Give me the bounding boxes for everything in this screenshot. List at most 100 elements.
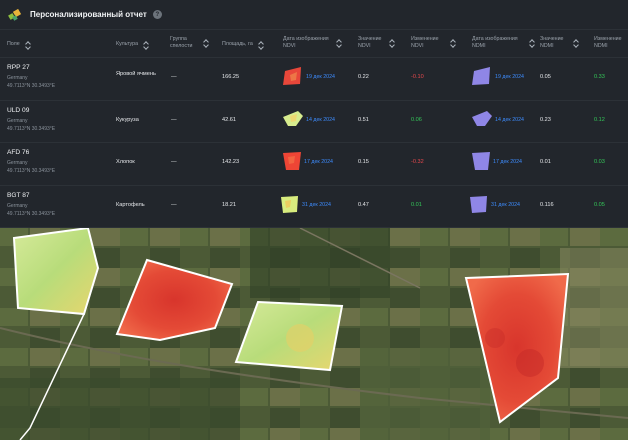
field-coords: 49.7113°N 30.3493°E [7, 210, 56, 217]
maturity-group: — [171, 74, 177, 80]
ndvi-change: 0.01 [411, 201, 422, 208]
ndvi-date-link[interactable]: 14 дек 2024 [306, 116, 335, 123]
sort-icon[interactable] [389, 38, 396, 48]
field-polygon-rpp27[interactable] [115, 258, 234, 342]
field-coords: 49.7113°N 30.3493°E [7, 168, 56, 174]
col-culture[interactable]: Культура [116, 41, 150, 50]
col-ndmi-change[interactable]: Изменение NDMI [594, 36, 628, 50]
page-title: Персонализированный отчет [30, 10, 147, 19]
field-polygon-left[interactable] [12, 228, 100, 316]
col-ndmi-change-label: Изменение NDMI [594, 36, 622, 49]
ndmi-value: 0.01 [540, 159, 551, 165]
col-ndvi-date[interactable]: Дата изображения NDVI [283, 36, 345, 50]
ndmi-date-link[interactable]: 19 дек 2024 [495, 74, 524, 80]
sort-icon[interactable] [573, 38, 580, 48]
ndvi-date-link[interactable]: 31 дек 2024 [302, 201, 331, 208]
maturity-group: — [171, 159, 177, 165]
table-row[interactable]: RPP 27 Germany 49.7113°N 30.3493°E Ярово… [0, 58, 628, 101]
app-logo-icon [8, 8, 22, 21]
col-ndvi-change-label: Изменение NDVI [411, 36, 439, 49]
col-ndvi-value-label: Значение NDVI [358, 36, 382, 49]
field-country: Germany [7, 160, 28, 166]
ndmi-thumbnail[interactable] [469, 194, 491, 214]
culture: Яровой ячмень [116, 71, 156, 77]
table-row[interactable]: AFD 76 Germany 49.7113°N 30.3493°E Хлопо… [0, 143, 628, 186]
sort-icon[interactable] [336, 38, 343, 48]
col-ndvi-date-label: Дата изображения NDVI [283, 36, 329, 49]
field-id: RPP 27 [7, 64, 30, 71]
ndvi-change: -0.32 [411, 159, 424, 165]
report-header: Персонализированный отчет ? [0, 0, 628, 30]
field-country: Germany [7, 202, 28, 209]
area: 166.25 [222, 74, 240, 80]
culture: Картофель [116, 201, 145, 208]
maturity-group: — [171, 201, 177, 208]
area: 18.21 [222, 201, 236, 208]
ndvi-thumbnail[interactable] [280, 194, 302, 214]
ndvi-thumbnail[interactable] [282, 66, 304, 86]
ndmi-value: 0.23 [540, 116, 551, 123]
area: 142.23 [222, 159, 240, 165]
col-ndmi-date[interactable]: Дата изображения NDMI [472, 36, 536, 50]
col-ndvi-value[interactable]: Значение NDVI [358, 36, 398, 50]
col-ndvi-change[interactable]: Изменение NDVI [411, 36, 459, 50]
area: 42.61 [222, 116, 236, 123]
col-group-label: Группа спелости [170, 36, 193, 49]
col-ndmi-value-label: Значение NDMI [540, 36, 564, 49]
sort-icon[interactable] [258, 40, 265, 50]
sort-icon[interactable] [25, 40, 32, 50]
col-area[interactable]: Площадь, га [222, 41, 265, 50]
col-ndmi-value[interactable]: Значение NDMI [540, 36, 582, 50]
sort-icon[interactable] [529, 38, 536, 48]
ndmi-change: 0.05 [594, 201, 605, 208]
culture: Хлопок [116, 159, 135, 165]
field-polygon-afd76[interactable] [464, 272, 570, 424]
map-canvas[interactable] [0, 228, 628, 440]
report-panel: Персонализированный отчет ? Поле Культур… [0, 0, 628, 228]
ndvi-value: 0.22 [358, 74, 369, 80]
maturity-group: — [171, 116, 177, 123]
ndmi-thumbnail[interactable] [471, 109, 493, 129]
ndvi-thumbnail[interactable] [282, 151, 304, 171]
ndmi-value: 0.116 [540, 201, 554, 208]
col-culture-label: Культура [116, 41, 139, 47]
field-coords: 49.7113°N 30.3493°E [7, 125, 56, 132]
field-country: Germany [7, 117, 28, 124]
help-icon[interactable]: ? [152, 10, 162, 19]
ndmi-date-link[interactable]: 31 дек 2024 [491, 201, 520, 208]
ndvi-change: -0.10 [411, 74, 424, 80]
field-coords: 49.7113°N 30.3493°E [7, 83, 56, 89]
ndvi-change: 0.06 [411, 116, 422, 123]
ndvi-thumbnail[interactable] [282, 109, 304, 129]
ndvi-value: 0.51 [358, 116, 369, 123]
field-id: BGT 87 [7, 191, 30, 199]
ndvi-value: 0.15 [358, 159, 369, 165]
ndmi-date-link[interactable]: 14 дек 2024 [495, 116, 524, 123]
table-row[interactable]: BGT 87 Germany 49.7113°N 30.3493°E Карто… [0, 186, 628, 228]
ndmi-date-link[interactable]: 17 дек 2024 [493, 159, 522, 165]
sort-icon[interactable] [203, 38, 210, 48]
ndmi-thumbnail[interactable] [471, 66, 493, 86]
sort-icon[interactable] [450, 38, 457, 48]
col-group[interactable]: Группа спелости [170, 36, 210, 50]
field-country: Germany [7, 75, 28, 81]
sort-icon[interactable] [143, 40, 150, 50]
ndmi-value: 0.05 [540, 74, 551, 80]
table-row[interactable]: ULD 09 Germany 49.7113°N 30.3493°E Кукур… [0, 101, 628, 143]
culture: Кукуруза [116, 116, 139, 123]
ndmi-thumbnail[interactable] [471, 151, 493, 171]
ndvi-date-link[interactable]: 17 дек 2024 [304, 159, 333, 165]
field-id: ULD 09 [7, 106, 30, 114]
ndvi-date-link[interactable]: 19 дек 2024 [306, 74, 335, 80]
ndmi-change: 0.33 [594, 74, 605, 80]
ndmi-change: 0.03 [594, 159, 605, 165]
col-field-label: Поле [7, 41, 20, 47]
ndvi-value: 0.47 [358, 201, 369, 208]
col-area-label: Площадь, га [222, 41, 253, 47]
field-id: AFD 76 [7, 149, 30, 156]
col-field[interactable]: Поле [7, 41, 32, 50]
satellite-map[interactable] [0, 228, 628, 440]
table-header: Поле Культура Группа спелости Площадь, г… [0, 30, 628, 58]
col-ndmi-date-label: Дата изображения NDMI [472, 36, 518, 49]
ndmi-change: 0.12 [594, 116, 605, 123]
